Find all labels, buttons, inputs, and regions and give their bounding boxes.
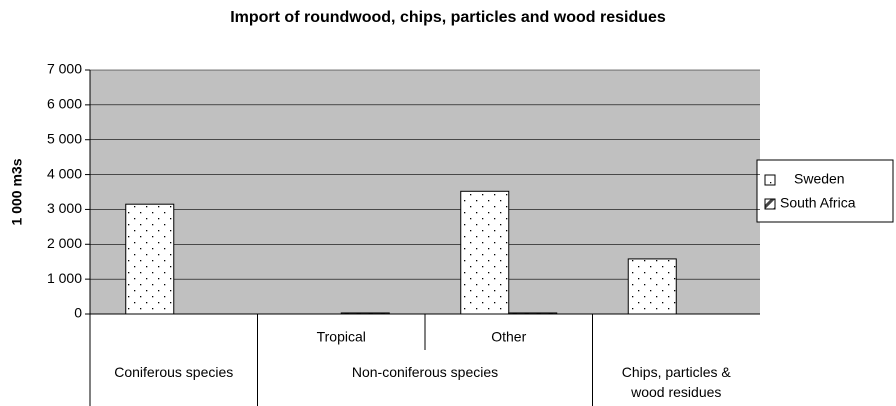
group-label-box: Coniferous species (114, 364, 234, 380)
legend-label: South Africa (780, 195, 856, 211)
y-tick-label: 4 000 (47, 165, 82, 181)
x-tick-label: Other (491, 329, 526, 345)
group-label: Non-coniferous species (351, 364, 499, 380)
y-tick-label: 7 000 (47, 61, 82, 77)
y-tick-label: 2 000 (47, 235, 82, 251)
legend-box (756, 159, 894, 223)
legend-label: Sweden (794, 171, 845, 187)
bar (125, 203, 175, 315)
bar (460, 190, 510, 315)
group-label-box: Non-coniferous species (351, 364, 499, 380)
x-tick-label: Tropical (317, 329, 366, 345)
group-label: Chips, particles & wood residues (621, 364, 731, 400)
y-tick-label: 6 000 (47, 96, 82, 112)
y-tick-label: 1 000 (47, 270, 82, 286)
group-label: Coniferous species (114, 364, 234, 380)
y-tick-label: 3 000 (47, 200, 82, 216)
bar (627, 258, 677, 315)
group-label-box: Chips, particles & wood residues (621, 364, 731, 400)
legend-swatch (764, 174, 776, 186)
y-tick-label: 5 000 (47, 130, 82, 146)
chart-title: Import of roundwood, chips, particles an… (230, 9, 666, 26)
y-axis-title: 1 000 m3s (9, 158, 25, 225)
y-tick-label: 0 (74, 305, 82, 321)
legend-swatch (764, 198, 776, 210)
